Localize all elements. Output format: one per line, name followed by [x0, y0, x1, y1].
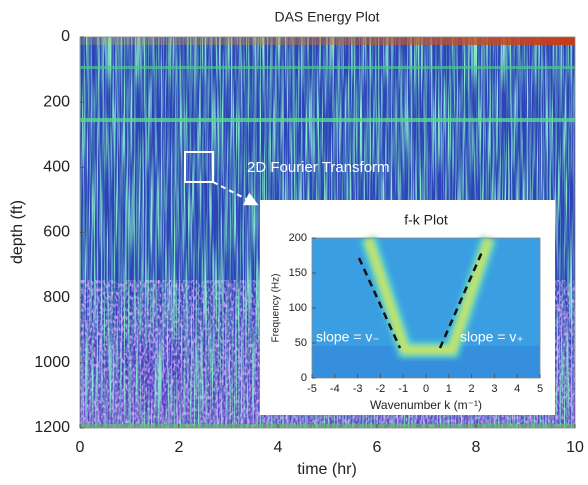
x-tick-label: -4 — [330, 383, 340, 395]
chart-title: f-k Plot — [404, 212, 448, 228]
x-tick-label: 10 — [566, 439, 584, 456]
y-tick-label: 50 — [295, 337, 307, 349]
x-axis-label: time (hr) — [297, 461, 357, 478]
x-tick-label: 4 — [274, 439, 283, 456]
x-tick-label: 2 — [469, 383, 475, 395]
y-tick-label: 200 — [43, 93, 70, 110]
x-tick-label: 5 — [537, 383, 543, 395]
y-tick-label: 600 — [43, 224, 70, 241]
y-tick-label: 100 — [289, 302, 307, 314]
y-tick-label: 200 — [289, 232, 307, 244]
y-tick-label: 1200 — [34, 419, 70, 436]
annotation: slope = v₊ — [460, 329, 524, 345]
x-tick-label: -5 — [307, 383, 317, 395]
inset-heatmap-image — [311, 235, 541, 379]
zoom-box — [184, 151, 214, 183]
x-tick-label: 1 — [446, 383, 452, 395]
y-tick-label: 0 — [61, 28, 70, 45]
y-axis-label: Frequency (Hz) — [271, 274, 282, 343]
arrow — [212, 181, 259, 206]
y-tick-label: 800 — [43, 289, 70, 306]
y-tick-label: 1000 — [34, 354, 70, 371]
x-axis-label: Wavenumber k (m⁻¹) — [370, 398, 482, 412]
x-tick-label: -1 — [398, 383, 408, 395]
annotation: 2D Fourier Transform — [247, 159, 390, 176]
x-tick-label: 2 — [175, 439, 184, 456]
x-tick-label: 4 — [514, 383, 520, 395]
y-tick-label: 150 — [289, 267, 307, 279]
x-tick-label: -3 — [353, 383, 363, 395]
y-tick-label: 0 — [301, 372, 307, 384]
x-tick-label: 8 — [472, 439, 481, 456]
y-tick-label: 400 — [43, 159, 70, 176]
x-tick-label: 0 — [423, 383, 429, 395]
x-tick-label: 6 — [373, 439, 382, 456]
y-axis-label: depth (ft) — [9, 200, 26, 264]
x-tick-label: 0 — [76, 439, 85, 456]
x-tick-label: 3 — [491, 383, 497, 395]
x-tick-label: -2 — [376, 383, 386, 395]
annotation: slope = v₋ — [316, 329, 380, 345]
chart-title: DAS Energy Plot — [274, 9, 379, 25]
